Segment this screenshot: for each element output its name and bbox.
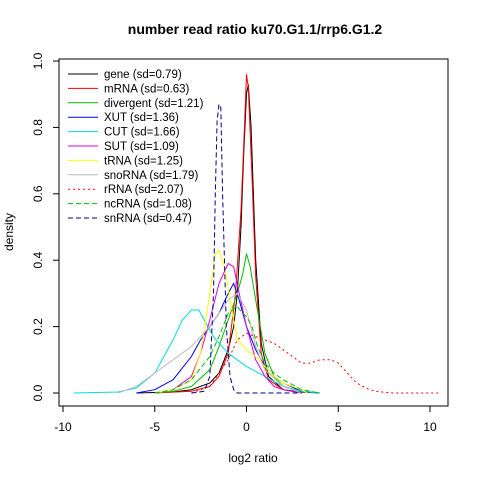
legend-label-7: snoRNA (sd=1.79) bbox=[104, 170, 198, 182]
series-line-9 bbox=[154, 306, 320, 394]
x-tick-label: 0 bbox=[243, 420, 250, 434]
y-tick-label: 1.0 bbox=[31, 52, 45, 69]
series-line-2 bbox=[154, 253, 320, 394]
legend: gene (sd=0.79) mRNA (sd=0.63) divergent (s… bbox=[68, 69, 204, 225]
x-tick-label: 5 bbox=[335, 420, 342, 434]
legend-label-4: CUT (sd=1.66) bbox=[104, 127, 180, 139]
series-line-7 bbox=[117, 292, 302, 394]
legend-label-10: snRNA (sd=0.47) bbox=[104, 213, 192, 225]
series-line-4 bbox=[73, 309, 320, 394]
series-line-6 bbox=[154, 249, 308, 394]
legend-label-8: rRNA (sd=2.07) bbox=[104, 184, 184, 196]
x-tick-label: -10 bbox=[54, 420, 72, 434]
legend-label-2: divergent (sd=1.21) bbox=[104, 98, 204, 110]
legend-label-5: SUT (sd=1.09) bbox=[104, 141, 179, 153]
y-tick-label: 0.2 bbox=[31, 318, 45, 335]
y-tick-label: 0.0 bbox=[31, 384, 45, 401]
legend-label-1: mRNA (sd=0.63) bbox=[104, 83, 189, 95]
legend-label-6: tRNA (sd=1.25) bbox=[104, 155, 183, 167]
y-tick-label: 0.4 bbox=[31, 252, 45, 269]
x-tick-label: -5 bbox=[149, 420, 160, 434]
series-line-5 bbox=[154, 262, 302, 394]
x-tick-label: 10 bbox=[423, 420, 437, 434]
legend-label-9: ncRNA (sd=1.08) bbox=[104, 199, 192, 211]
plot-frame bbox=[58, 58, 449, 407]
x-axis-title: log2 ratio bbox=[228, 451, 278, 465]
y-tick-label: 0.8 bbox=[31, 119, 45, 136]
y-axis-title: density bbox=[2, 213, 16, 251]
legend-label-0: gene (sd=0.79) bbox=[104, 69, 182, 81]
series-line-8 bbox=[191, 332, 440, 394]
y-tick-label: 0.6 bbox=[31, 185, 45, 202]
series-lines bbox=[73, 74, 440, 394]
series-line-10 bbox=[191, 102, 302, 394]
axes: -10 -5 0 5 10 0.0 0.2 0.4 0.6 0.8 1.0 bbox=[31, 52, 437, 434]
chart-title: number read ratio ku70.G1.1/rrp6.G1.2 bbox=[128, 21, 383, 37]
legend-label-3: XUT (sd=1.36) bbox=[104, 112, 179, 124]
